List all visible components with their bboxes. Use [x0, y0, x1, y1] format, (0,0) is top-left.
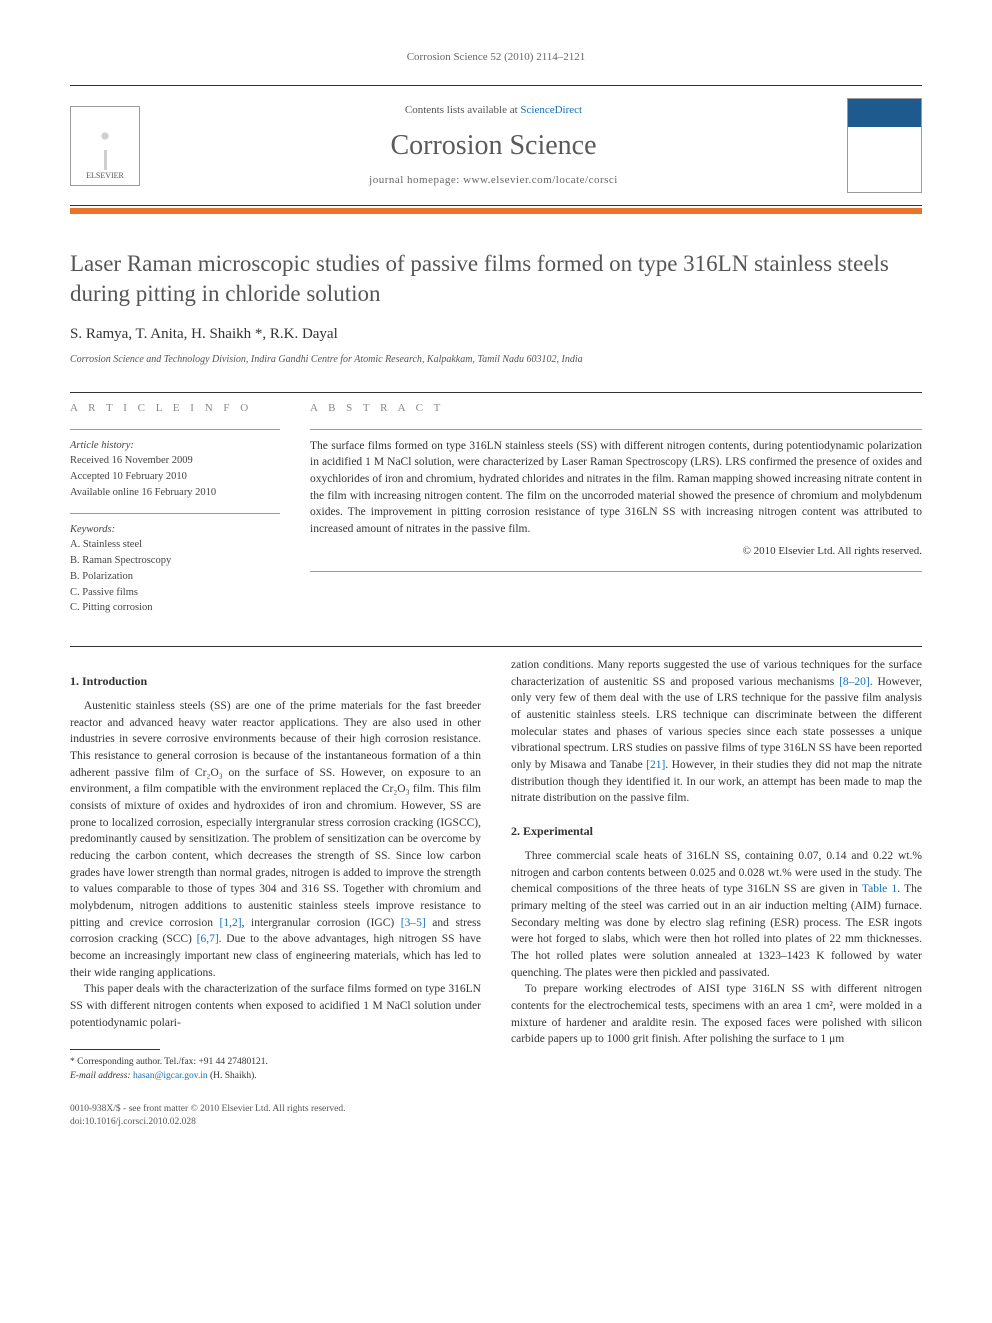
ref-link[interactable]: [3–5] — [401, 917, 426, 929]
homepage-url: www.elsevier.com/locate/corsci — [463, 174, 618, 186]
keyword: B. Polarization — [70, 569, 280, 585]
footer-doi: doi:10.1016/j.corsci.2010.02.028 — [70, 1116, 922, 1129]
left-column: 1. Introduction Austenitic stainless ste… — [70, 657, 481, 1083]
abstract-bottom-divider — [310, 571, 922, 572]
journal-page: Corrosion Science 52 (2010) 2114–2121 EL… — [0, 0, 992, 1179]
article-info-heading: A R T I C L E I N F O — [70, 401, 280, 416]
article-info: A R T I C L E I N F O Article history: R… — [70, 401, 280, 616]
section-heading-intro: 1. Introduction — [70, 673, 481, 690]
divider — [70, 392, 922, 393]
text-span: Three commercial scale heats of 316LN SS… — [511, 850, 922, 895]
ref-link[interactable]: [21] — [646, 759, 665, 771]
journal-cover-thumbnail — [847, 98, 922, 193]
contents-prefix: Contents lists available at — [405, 104, 520, 116]
authors: S. Ramya, T. Anita, H. Shaikh *, R.K. Da… — [70, 324, 922, 345]
affiliation: Corrosion Science and Technology Divisio… — [70, 353, 922, 367]
table-ref-link[interactable]: Table 1 — [862, 883, 897, 895]
corresponding-author: * Corresponding author. Tel./fax: +91 44… — [70, 1056, 481, 1069]
publisher-name: ELSEVIER — [86, 170, 124, 181]
keyword: A. Stainless steel — [70, 537, 280, 553]
journal-name: Corrosion Science — [160, 126, 827, 165]
article-title: Laser Raman microscopic studies of passi… — [70, 249, 922, 309]
contents-line: Contents lists available at ScienceDirec… — [160, 103, 827, 118]
text-span: , intergranular corrosion (IGC) — [242, 917, 401, 929]
intro-p2: This paper deals with the characterizati… — [70, 981, 481, 1031]
intro-p1: Austenitic stainless steels (SS) are one… — [70, 698, 481, 981]
info-abstract-row: A R T I C L E I N F O Article history: R… — [70, 401, 922, 616]
keywords-label: Keywords: — [70, 522, 280, 538]
history-label: Article history: — [70, 438, 280, 454]
abstract-text: The surface films formed on type 316LN s… — [310, 438, 922, 538]
abstract-divider — [310, 429, 922, 430]
footnote-separator — [70, 1049, 160, 1050]
text-span: . The primary melting of the steel was c… — [511, 883, 922, 978]
masthead: ELSEVIER Contents lists available at Sci… — [70, 85, 922, 206]
keyword: B. Raman Spectroscopy — [70, 553, 280, 569]
keyword: C. Pitting corrosion — [70, 600, 280, 616]
abstract: A B S T R A C T The surface films formed… — [310, 401, 922, 616]
experimental-text: Three commercial scale heats of 316LN SS… — [511, 848, 922, 1048]
homepage-line: journal homepage: www.elsevier.com/locat… — [160, 173, 827, 188]
elsevier-tree-icon — [80, 120, 130, 170]
received-date: Received 16 November 2009 — [70, 453, 280, 469]
intro-p2-cont: zation conditions. Many reports suggeste… — [511, 657, 922, 807]
email-link[interactable]: hasan@igcar.gov.in — [133, 1071, 208, 1081]
running-head: Corrosion Science 52 (2010) 2114–2121 — [70, 50, 922, 65]
article-history: Article history: Received 16 November 20… — [70, 438, 280, 501]
keyword: C. Passive films — [70, 585, 280, 601]
sciencedirect-link[interactable]: ScienceDirect — [520, 104, 582, 116]
email-suffix: (H. Shaikh). — [208, 1071, 257, 1081]
email-label: E-mail address: — [70, 1071, 133, 1081]
divider — [70, 646, 922, 647]
email-line: E-mail address: hasan@igcar.gov.in (H. S… — [70, 1070, 481, 1083]
abstract-copyright: © 2010 Elsevier Ltd. All rights reserved… — [310, 544, 922, 559]
elsevier-logo: ELSEVIER — [70, 106, 140, 186]
ref-link[interactable]: [8–20] — [839, 676, 870, 688]
footer-issn: 0010-938X/$ - see front matter © 2010 El… — [70, 1103, 922, 1116]
intro-text: Austenitic stainless steels (SS) are one… — [70, 698, 481, 1031]
exp-p2: To prepare working electrodes of AISI ty… — [511, 981, 922, 1048]
info-divider — [70, 429, 280, 430]
exp-p1: Three commercial scale heats of 316LN SS… — [511, 848, 922, 981]
ref-link[interactable]: [1,2] — [220, 917, 242, 929]
intro-continuation: zation conditions. Many reports suggeste… — [511, 657, 922, 807]
section-heading-experimental: 2. Experimental — [511, 823, 922, 840]
body-columns: 1. Introduction Austenitic stainless ste… — [70, 657, 922, 1083]
footnote: * Corresponding author. Tel./fax: +91 44… — [70, 1056, 481, 1083]
homepage-prefix: journal homepage: — [369, 174, 463, 186]
keywords-block: Keywords: A. Stainless steel B. Raman Sp… — [70, 522, 280, 617]
masthead-center: Contents lists available at ScienceDirec… — [160, 103, 827, 189]
abstract-heading: A B S T R A C T — [310, 401, 922, 416]
ref-link[interactable]: [6,7] — [197, 933, 219, 945]
footer: 0010-938X/$ - see front matter © 2010 El… — [70, 1103, 922, 1130]
orange-accent-bar — [70, 208, 922, 214]
text-span: . However, only very few of them deal wi… — [511, 676, 922, 771]
online-date: Available online 16 February 2010 — [70, 485, 280, 501]
right-column: zation conditions. Many reports suggeste… — [511, 657, 922, 1083]
info-divider — [70, 513, 280, 514]
text-span: Austenitic stainless steels (SS) are one… — [70, 700, 481, 929]
accepted-date: Accepted 10 February 2010 — [70, 469, 280, 485]
